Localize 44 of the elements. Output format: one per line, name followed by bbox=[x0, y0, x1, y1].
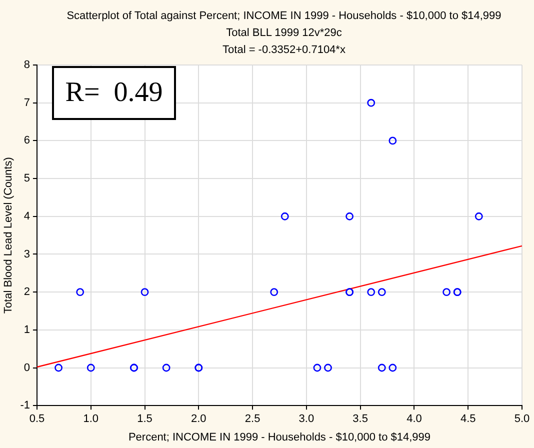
point bbox=[86, 364, 95, 372]
x-tick-label: 2.0 bbox=[191, 413, 206, 426]
point bbox=[313, 364, 322, 372]
y-tick-label: 7 bbox=[24, 96, 30, 109]
annotation: R= 0.49 bbox=[52, 66, 176, 120]
point bbox=[474, 212, 483, 220]
x-axis-title: Percent; INCOME IN 1999 - Households - $10,000 to $14,999 bbox=[128, 431, 431, 444]
y-tick-label: -1 bbox=[20, 400, 30, 412]
y-axis-title: Total Blood Lead Level (Counts) bbox=[2, 157, 15, 314]
point bbox=[442, 288, 451, 296]
y-tick-label: 0 bbox=[24, 362, 30, 374]
x-tick-label: 3.5 bbox=[352, 413, 368, 426]
chart-title: Scatterplot of Total against Percent; INCOME IN 1999 - Households - $10,000 to $14,999 bbox=[66, 10, 502, 22]
point bbox=[162, 364, 170, 372]
point bbox=[140, 288, 149, 296]
point bbox=[378, 364, 386, 372]
x-tick-label: 1.0 bbox=[83, 413, 99, 426]
x-tick-label: 5.0 bbox=[514, 413, 530, 426]
y-tick-label: 3 bbox=[24, 248, 30, 260]
chart-subtitle: Total BLL 1999 12v*29c bbox=[226, 27, 342, 40]
text: Total = -0.3352+0.7104*x bbox=[222, 44, 346, 56]
y-tick-label: 4 bbox=[24, 210, 30, 222]
point bbox=[76, 288, 84, 296]
x-tick-label: 1.5 bbox=[137, 413, 152, 426]
x-tick-label: 4.5 bbox=[460, 413, 476, 426]
x-tick-label: 2.5 bbox=[244, 413, 260, 426]
point bbox=[324, 364, 332, 372]
x-tick-label: 3.0 bbox=[298, 413, 314, 426]
x-tick-label: 0.5 bbox=[29, 413, 45, 426]
point bbox=[378, 288, 386, 296]
y-tick-label: 1 bbox=[24, 324, 30, 336]
x-tick-label: 4.0 bbox=[406, 413, 422, 426]
y-tick-label: 2 bbox=[24, 286, 30, 298]
y-tick-label: 8 bbox=[24, 59, 30, 72]
point bbox=[346, 212, 354, 220]
point bbox=[54, 364, 62, 372]
point bbox=[367, 98, 376, 107]
y-tick-label: 5 bbox=[24, 172, 30, 185]
point bbox=[280, 212, 289, 220]
point bbox=[388, 136, 397, 145]
point bbox=[270, 288, 278, 296]
y-tick-label: 6 bbox=[24, 134, 30, 147]
point bbox=[388, 364, 397, 372]
point bbox=[367, 288, 376, 296]
